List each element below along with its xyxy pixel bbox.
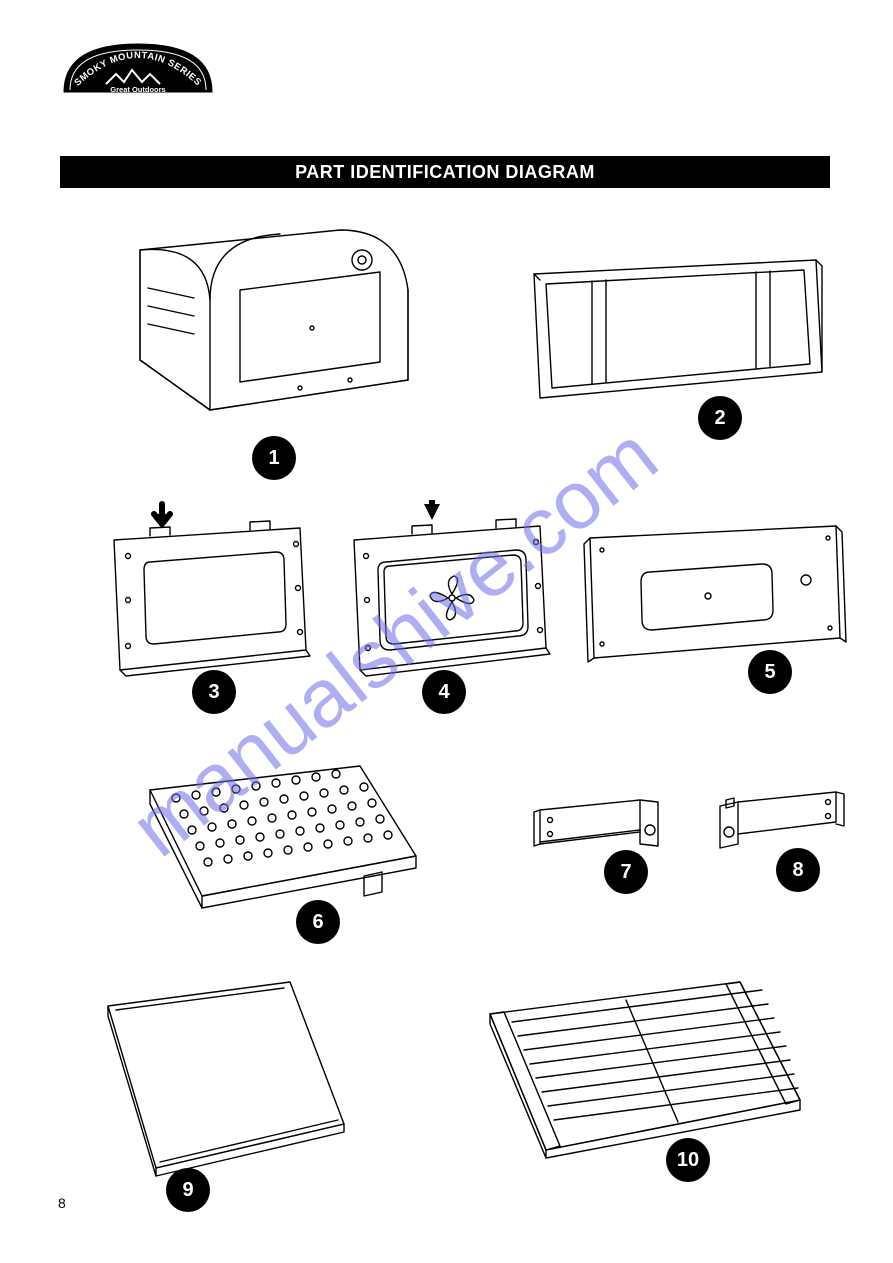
page-title-bar: PART IDENTIFICATION DIAGRAM [60,156,830,188]
badge-4: 4 [422,670,466,714]
badge-6: 6 [296,900,340,944]
part-8-right-bracket [710,786,860,860]
part-5-front-panel [580,520,850,670]
svg-text:Great Outdoors: Great Outdoors [110,85,165,94]
badge-2: 2 [698,396,742,440]
part-4-fan-panel [340,500,560,680]
page-number: 8 [58,1195,66,1211]
badge-1: 1 [252,436,296,480]
part-6-perforated-tray [130,748,430,918]
part-7-left-bracket [530,790,680,860]
part-3-left-panel [100,500,320,680]
parts-diagram: 1 2 [0,200,893,1200]
brand-logo: SMOKY MOUNTAIN SERIES Great Outdoors [58,36,218,98]
badge-9: 9 [166,1168,210,1212]
badge-5: 5 [748,650,792,694]
badge-10: 10 [666,1138,710,1182]
part-9-bottom-tray [80,970,360,1190]
part-1-hood [90,220,430,450]
badge-7: 7 [604,850,648,894]
part-10-cooking-grate [460,970,820,1170]
badge-3: 3 [192,670,236,714]
page-title-text: PART IDENTIFICATION DIAGRAM [295,162,595,183]
badge-8: 8 [776,848,820,892]
part-2-rear-frame [520,250,830,410]
